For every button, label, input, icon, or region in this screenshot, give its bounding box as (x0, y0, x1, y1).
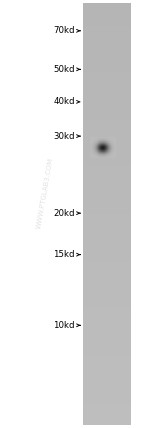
Text: WWW.PTGLAB3.COM: WWW.PTGLAB3.COM (36, 157, 54, 229)
Text: 15kd: 15kd (54, 250, 75, 259)
Text: 70kd: 70kd (54, 26, 75, 36)
Text: 50kd: 50kd (54, 65, 75, 74)
Text: 40kd: 40kd (54, 97, 75, 107)
Text: 30kd: 30kd (54, 131, 75, 141)
Text: 20kd: 20kd (54, 208, 75, 218)
Text: 10kd: 10kd (54, 321, 75, 330)
